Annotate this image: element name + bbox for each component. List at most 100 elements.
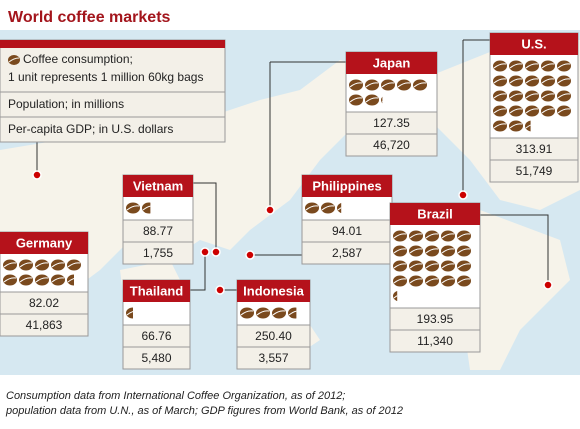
bean-body	[393, 290, 398, 302]
coffee-bean	[3, 259, 17, 271]
bean-groove	[409, 248, 423, 254]
bean-groove	[509, 123, 523, 129]
country-name: Vietnam	[133, 178, 183, 193]
bean-body	[51, 259, 65, 271]
bean-body	[240, 307, 254, 319]
bean-body	[425, 230, 439, 242]
coffee-bean	[541, 105, 555, 117]
coffee-bean	[19, 274, 33, 286]
coffee-bean	[541, 60, 555, 72]
bean-body	[457, 260, 471, 272]
coffee-bean	[425, 245, 439, 257]
coffee-bean	[126, 202, 140, 214]
bean-body	[272, 307, 286, 319]
box-header	[302, 175, 392, 197]
legend-text: Per-capita GDP; in U.S. dollars	[8, 122, 173, 136]
bean-groove	[425, 278, 439, 284]
bean-groove	[393, 295, 398, 299]
bean-body	[457, 230, 471, 242]
coffee-bean	[509, 105, 523, 117]
bean-groove	[541, 93, 555, 99]
bean-body	[67, 259, 81, 271]
bean-body	[557, 75, 571, 87]
coffee-bean	[441, 230, 455, 242]
coffee-bean	[557, 105, 571, 117]
bean-groove	[126, 205, 140, 211]
bean-body	[3, 274, 17, 286]
bean-body	[19, 274, 33, 286]
coffee-bean	[321, 202, 335, 214]
population: 66.76	[141, 329, 171, 343]
bean-body	[541, 105, 555, 117]
bean-body	[493, 105, 507, 117]
coffee-bean	[541, 75, 555, 87]
coffee-bean	[441, 275, 455, 287]
bean-body	[425, 275, 439, 287]
coffee-bean	[557, 75, 571, 87]
country-name: Philippines	[312, 178, 381, 193]
coffee-bean	[509, 75, 523, 87]
coffee-bean	[67, 259, 81, 271]
coffee-bean	[409, 245, 423, 257]
bean-groove	[142, 205, 151, 211]
bean-body	[337, 202, 342, 214]
bean-groove	[240, 310, 254, 316]
bean-groove	[457, 233, 471, 239]
bean-body	[321, 202, 335, 214]
coffee-bean	[413, 79, 427, 91]
gdp: 2,587	[332, 246, 362, 260]
bean-groove	[409, 278, 423, 284]
bean-groove	[365, 97, 379, 103]
bean-body	[393, 275, 407, 287]
bean-body	[409, 230, 423, 242]
population: 127.35	[373, 116, 410, 130]
bean-body	[457, 245, 471, 257]
bean-body	[509, 75, 523, 87]
bean-body	[365, 79, 379, 91]
legend-text: Population; in millions	[8, 97, 124, 111]
coffee-bean	[525, 90, 539, 102]
bean-groove	[321, 205, 335, 211]
bean-groove	[409, 233, 423, 239]
bean-groove	[413, 82, 427, 88]
bean-groove	[493, 78, 507, 84]
footnote: population data from U.N., as of March; …	[5, 405, 403, 417]
coffee-bean	[397, 79, 411, 91]
gdp: 46,720	[373, 138, 410, 152]
coffee-bean	[525, 60, 539, 72]
bean-groove	[525, 108, 539, 114]
bean-groove	[393, 263, 407, 269]
coffee-bean	[493, 90, 507, 102]
bean-groove	[409, 263, 423, 269]
coffee-bean	[457, 245, 471, 257]
bean-groove	[525, 93, 539, 99]
bean-groove	[493, 123, 507, 129]
bean-body	[409, 275, 423, 287]
coffee-bean	[525, 105, 539, 117]
bean-body	[393, 245, 407, 257]
bean-body	[525, 75, 539, 87]
box-header	[123, 280, 190, 302]
country-name: Indonesia	[243, 283, 304, 298]
bean-groove	[541, 63, 555, 69]
bean-groove	[525, 63, 539, 69]
coffee-bean	[509, 90, 523, 102]
bean-body	[35, 274, 49, 286]
bean-groove	[393, 233, 407, 239]
coffee-bean	[305, 202, 319, 214]
bean-body	[3, 259, 17, 271]
bean-body	[509, 60, 523, 72]
bean-body	[493, 75, 507, 87]
coffee-bean	[493, 60, 507, 72]
coffee-bean	[349, 79, 363, 91]
bean-body	[525, 105, 539, 117]
bean-body	[441, 275, 455, 287]
coffee-bean	[509, 60, 523, 72]
bean-body	[349, 94, 363, 106]
bean-groove	[397, 82, 411, 88]
bean-area	[123, 197, 193, 220]
bean-groove	[3, 277, 17, 283]
bean-groove	[509, 93, 523, 99]
location-dots	[32, 170, 553, 295]
